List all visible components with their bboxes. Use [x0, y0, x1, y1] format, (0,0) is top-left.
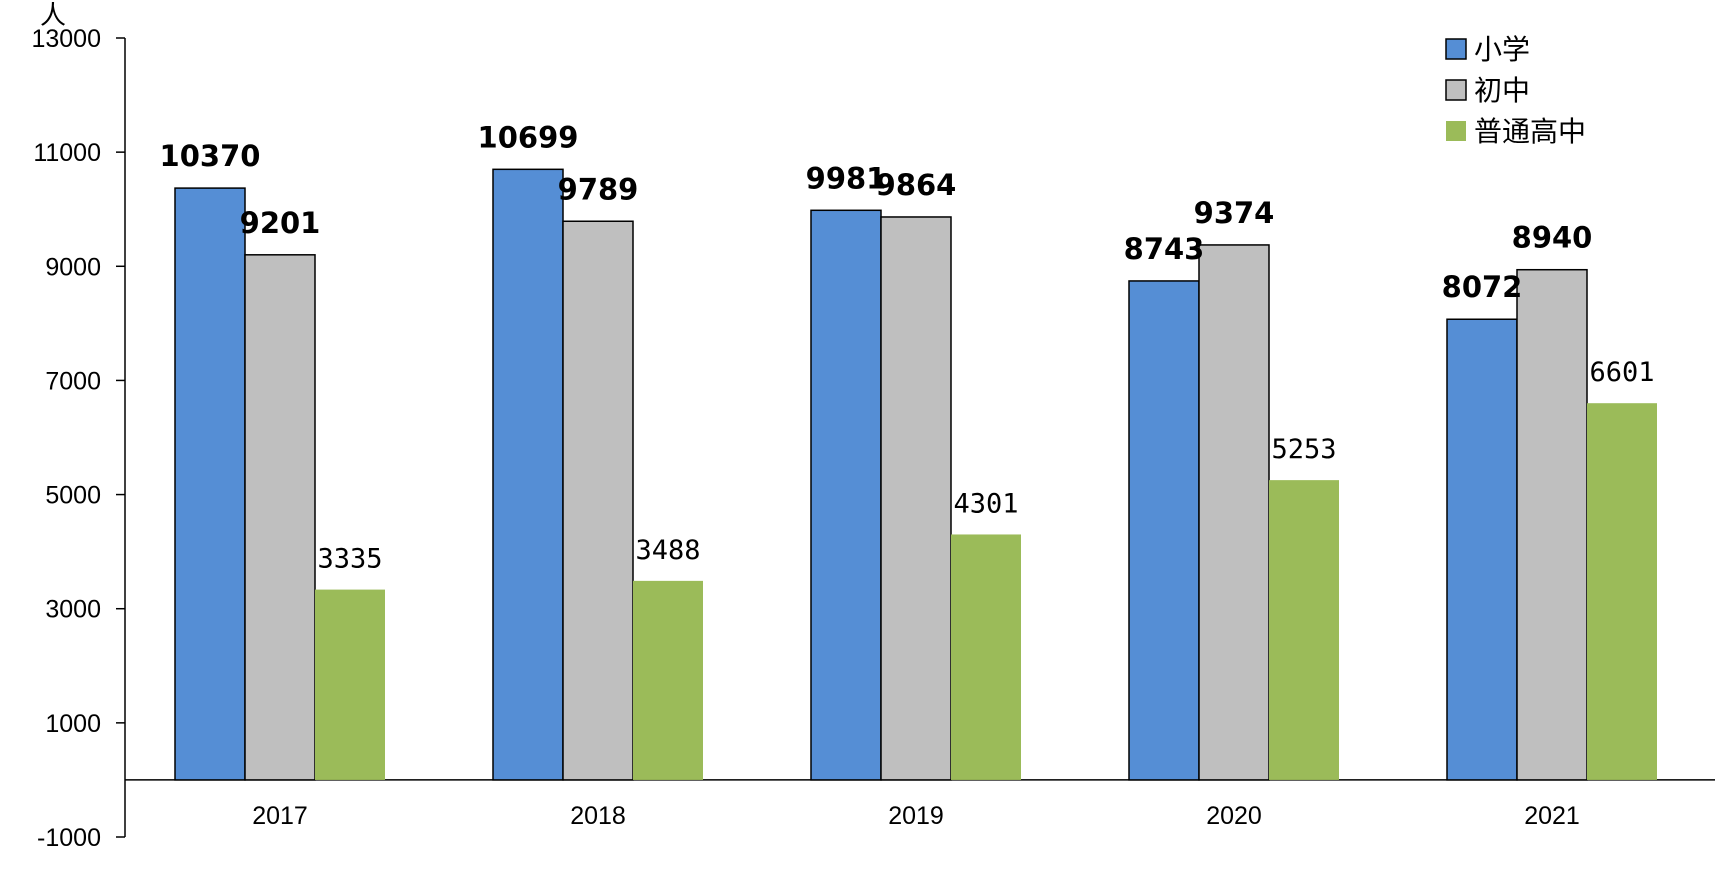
data-label-primary-2021: 8072 — [1442, 270, 1523, 304]
data-label-senior-2019: 4301 — [953, 488, 1018, 519]
data-label-primary-2020: 8743 — [1124, 232, 1205, 266]
data-label-senior-2020: 5253 — [1271, 434, 1336, 465]
legend-swatch-primary — [1445, 38, 1467, 60]
data-label-senior-2021: 6601 — [1589, 357, 1654, 388]
data-label-junior-2020: 9374 — [1194, 196, 1275, 230]
data-label-junior-2021: 8940 — [1512, 221, 1593, 255]
legend-swatch-junior — [1445, 79, 1467, 101]
bar-junior-2018 — [562, 220, 634, 781]
legend-swatch-senior — [1446, 121, 1466, 141]
bar-junior-2019 — [880, 216, 952, 781]
data-label-primary-2019: 9981 — [806, 161, 887, 195]
bar-senior-2019 — [951, 534, 1021, 780]
data-label-primary-2018: 10699 — [478, 120, 579, 154]
data-label-primary-2017: 10370 — [160, 139, 261, 173]
x-tick-label-2018: 2018 — [570, 802, 626, 830]
bar-senior-2018 — [633, 580, 703, 780]
bar-primary-2021 — [1446, 318, 1518, 781]
x-tick-label-2017: 2017 — [252, 802, 308, 830]
bar-primary-2017 — [174, 187, 246, 781]
bar-senior-2021 — [1587, 403, 1657, 780]
bars — [174, 168, 1657, 781]
y-tick-label: 13000 — [31, 25, 101, 53]
x-tick-label-2019: 2019 — [888, 802, 944, 830]
y-tick-label: 9000 — [45, 253, 101, 281]
data-label-senior-2017: 3335 — [317, 544, 382, 575]
bar-primary-2020 — [1128, 280, 1200, 781]
bar-senior-2017 — [315, 589, 385, 780]
bar-primary-2018 — [492, 168, 564, 781]
x-axis: 2017 2018 2019 2020 2021 — [125, 779, 1715, 830]
legend-label-junior: 初中 — [1474, 74, 1530, 107]
bar-primary-2019 — [810, 209, 882, 781]
y-tick-label: 11000 — [33, 139, 101, 167]
bar-junior-2021 — [1516, 268, 1588, 781]
y-axis-unit-label: 人 — [40, 1, 66, 31]
bar-junior-2020 — [1198, 244, 1270, 781]
legend-label-senior: 普通高中 — [1474, 115, 1586, 148]
y-tick-label: 5000 — [45, 482, 101, 510]
x-tick-label-2020: 2020 — [1206, 802, 1262, 830]
y-tick-label: 1000 — [45, 710, 101, 738]
y-tick-label: 7000 — [45, 367, 101, 395]
x-tick-label-2021: 2021 — [1524, 802, 1580, 830]
bar-junior-2017 — [244, 254, 316, 781]
data-label-junior-2018: 9789 — [558, 172, 639, 206]
y-axis: -1000 1000 3000 5000 7000 9000 11000 13000 — [31, 25, 126, 852]
y-tick-label: -1000 — [37, 824, 101, 852]
data-label-junior-2017: 9201 — [240, 206, 321, 240]
bar-senior-2020 — [1269, 480, 1339, 780]
y-tick-label: 3000 — [45, 596, 101, 624]
legend-label-primary: 小学 — [1474, 33, 1530, 66]
data-label-junior-2019: 9864 — [876, 168, 957, 202]
data-label-senior-2018: 3488 — [635, 535, 700, 566]
